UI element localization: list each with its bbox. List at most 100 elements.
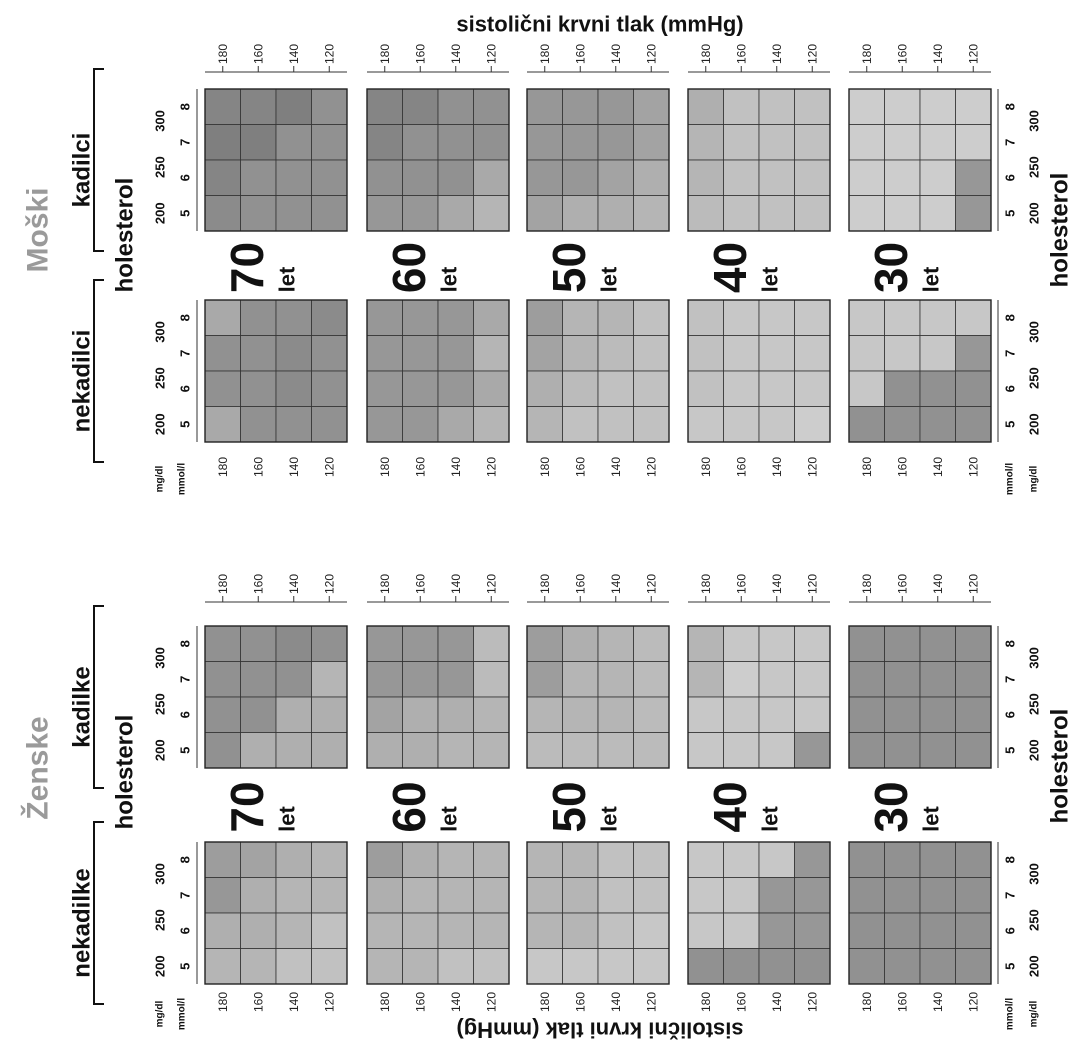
bp-tick-top: 180 — [538, 44, 552, 64]
bp-tick-bottom: 160 — [251, 457, 265, 477]
risk-cell — [848, 124, 885, 161]
bp-tick-top: 180 — [538, 574, 552, 594]
risk-cell — [311, 877, 348, 914]
panel-border — [687, 299, 831, 443]
risk-cell — [526, 370, 563, 407]
risk-cell — [402, 299, 439, 336]
risk-cell — [919, 948, 956, 985]
risk-cell — [794, 88, 831, 125]
risk-cell — [597, 841, 634, 878]
risk-cell — [884, 877, 921, 914]
risk-cell — [597, 625, 634, 662]
risk-cell — [366, 912, 403, 949]
risk-cell — [884, 335, 921, 372]
bp-tick-bottom: 160 — [573, 457, 587, 477]
risk-cell — [437, 124, 474, 161]
risk-cell — [240, 124, 277, 161]
male-bracket-smoker — [93, 68, 104, 252]
risk-cell — [794, 370, 831, 407]
risk-cell — [311, 335, 348, 372]
risk-cell — [437, 661, 474, 698]
risk-cell — [402, 912, 439, 949]
bp-tick-bottom: 140 — [770, 457, 784, 477]
risk-cell — [633, 948, 670, 985]
risk-cell — [366, 406, 403, 443]
risk-cell — [473, 335, 510, 372]
bp-tick-bottom: 180 — [216, 992, 230, 1012]
risk-cell — [723, 335, 760, 372]
bp-tick-bottom: 180 — [216, 457, 230, 477]
chol-mgdl-tick: 250 — [153, 909, 168, 931]
risk-cell — [275, 841, 312, 878]
bp-tick-bottom: 120 — [805, 457, 819, 477]
risk-cell — [366, 299, 403, 336]
risk-cell — [437, 841, 474, 878]
bp-tick-top: 180 — [216, 44, 230, 64]
risk-cell — [204, 948, 241, 985]
female-holesterol-left: holesterol — [112, 715, 139, 830]
risk-cell — [884, 841, 921, 878]
panel-border — [204, 841, 348, 985]
bp-tick-top: 140 — [609, 44, 623, 64]
risk-cell — [687, 335, 724, 372]
risk-cell — [633, 732, 670, 769]
risk-cell — [240, 732, 277, 769]
female-group-smoker: kadilke — [69, 666, 96, 747]
chol-mmol-tick-right: 6 — [1003, 174, 1018, 181]
risk-cell — [402, 406, 439, 443]
risk-cell — [597, 948, 634, 985]
risk-cell — [687, 370, 724, 407]
risk-cell — [275, 877, 312, 914]
female-unit-mgdl-right: mg/dl — [1029, 1000, 1040, 1027]
risk-cell — [473, 195, 510, 232]
risk-cell — [723, 88, 760, 125]
bp-tick-bottom: 160 — [734, 992, 748, 1012]
chol-mmol-tick-right: 8 — [1003, 103, 1018, 110]
chol-mgdl-tick-right: 250 — [1027, 367, 1042, 389]
risk-cell — [955, 406, 992, 443]
chol-mmol-tick: 5 — [178, 210, 193, 217]
risk-cell — [562, 841, 599, 878]
bp-tick-bottom: 140 — [287, 992, 301, 1012]
risk-cell — [633, 299, 670, 336]
age-suffix-label: let — [437, 805, 462, 831]
risk-cell — [919, 124, 956, 161]
risk-cell — [955, 195, 992, 232]
risk-cell — [240, 877, 277, 914]
risk-cell — [204, 406, 241, 443]
risk-cell — [723, 912, 760, 949]
age-label: 60 — [383, 242, 435, 293]
risk-cell — [884, 370, 921, 407]
risk-cell — [275, 159, 312, 196]
risk-cell — [473, 88, 510, 125]
risk-cell — [562, 88, 599, 125]
risk-cell — [723, 299, 760, 336]
chol-mmol-tick: 5 — [178, 747, 193, 754]
risk-cell — [919, 88, 956, 125]
chol-mgdl-tick-right: 250 — [1027, 693, 1042, 715]
risk-cell — [366, 195, 403, 232]
risk-cell — [723, 877, 760, 914]
risk-cell — [848, 88, 885, 125]
risk-cell — [884, 625, 921, 662]
panel-border — [204, 625, 348, 769]
risk-cell — [526, 299, 563, 336]
risk-cell — [848, 732, 885, 769]
risk-cell — [758, 948, 795, 985]
age-label: 70 — [221, 242, 273, 293]
chol-mgdl-tick-right: 200 — [1027, 739, 1042, 761]
risk-cell — [633, 124, 670, 161]
panel-border — [366, 299, 510, 443]
chol-mmol-tick: 7 — [178, 892, 193, 899]
bp-tick-bottom: 180 — [378, 457, 392, 477]
risk-cell — [758, 370, 795, 407]
risk-cell — [437, 88, 474, 125]
age-label: 40 — [704, 242, 756, 293]
risk-cell — [633, 370, 670, 407]
risk-cell — [758, 912, 795, 949]
risk-cell — [633, 661, 670, 698]
risk-cell — [919, 406, 956, 443]
bp-tick-top: 140 — [449, 44, 463, 64]
bp-tick-top: 140 — [609, 574, 623, 594]
risk-cell — [633, 877, 670, 914]
